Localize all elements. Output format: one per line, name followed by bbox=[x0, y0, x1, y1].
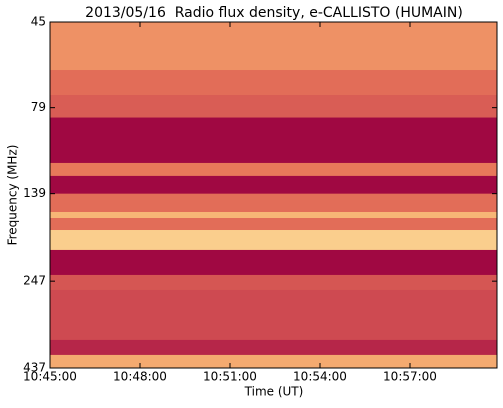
band bbox=[50, 175, 497, 195]
band bbox=[50, 339, 497, 356]
band bbox=[50, 22, 497, 71]
y-tick-label: 247 bbox=[23, 274, 46, 288]
band bbox=[50, 217, 497, 231]
band bbox=[50, 249, 497, 276]
y-tick-label: 139 bbox=[23, 186, 46, 200]
band bbox=[50, 70, 497, 96]
y-axis-label: Frequency (MHz) bbox=[6, 145, 20, 246]
band bbox=[50, 95, 497, 119]
band bbox=[50, 354, 497, 369]
band bbox=[50, 117, 497, 164]
x-tick-label: 10:48:00 bbox=[113, 370, 167, 384]
y-tick-label: 79 bbox=[31, 100, 46, 114]
band bbox=[50, 193, 497, 213]
x-axis-label: Time (UT) bbox=[244, 385, 304, 399]
band bbox=[50, 211, 497, 219]
y-tick-label: 437 bbox=[23, 361, 46, 375]
x-tick-label: 10:45:00 bbox=[23, 370, 77, 384]
plot-frame bbox=[49, 21, 498, 369]
chart-title: 2013/05/16 Radio flux density, e-CALLIST… bbox=[85, 5, 463, 21]
band bbox=[50, 289, 497, 341]
band bbox=[50, 230, 497, 251]
x-tick-label: 10:51:00 bbox=[203, 370, 257, 384]
x-tick-label: 10:54:00 bbox=[293, 370, 347, 384]
band bbox=[50, 274, 497, 291]
x-tick-label: 10:57:00 bbox=[383, 370, 437, 384]
y-tick-label: 45 bbox=[31, 15, 46, 29]
band bbox=[50, 162, 497, 177]
